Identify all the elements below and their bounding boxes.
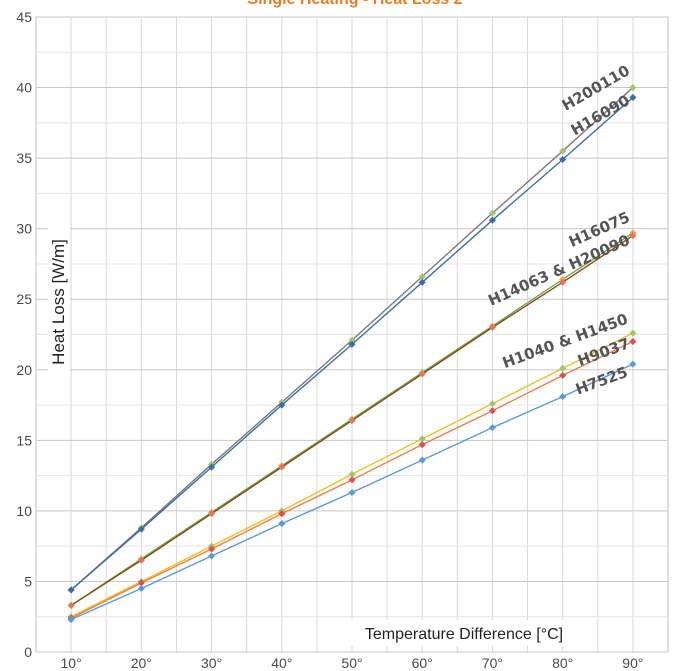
data-point: [559, 278, 567, 286]
data-point: [208, 510, 216, 518]
data-point: [208, 463, 216, 471]
x-tick-label: 10°: [61, 655, 82, 671]
y-tick-label: 30: [16, 221, 32, 237]
x-tick-label: 80°: [552, 655, 573, 671]
data-point: [488, 424, 496, 432]
data-point: [559, 371, 567, 379]
data-point: [629, 232, 637, 240]
y-tick-label: 0: [24, 644, 32, 660]
data-point: [418, 273, 426, 281]
y-tick-label: 20: [16, 362, 32, 378]
data-point: [488, 407, 496, 415]
x-axis-label: Temperature Difference [°C]: [365, 626, 563, 643]
data-point: [559, 155, 567, 164]
data-point: [278, 510, 286, 518]
y-tick-label: 40: [16, 80, 32, 96]
data-point: [488, 323, 496, 331]
x-tick-label: 50°: [341, 655, 362, 671]
data-point: [348, 417, 356, 425]
data-point: [629, 360, 637, 368]
data-point: [559, 147, 567, 155]
x-tick-label: 70°: [482, 655, 503, 671]
series-end-label: H14063 & H20090: [485, 231, 632, 310]
x-tick-label: 30°: [201, 655, 222, 671]
data-point: [137, 525, 145, 533]
data-point: [418, 441, 426, 449]
x-tick-label: 40°: [271, 655, 292, 671]
data-point: [278, 401, 286, 409]
data-point: [348, 340, 356, 348]
xlabel-background: [338, 620, 586, 646]
grid: [35, 16, 669, 653]
data-point: [559, 364, 567, 372]
data-point: [418, 456, 426, 464]
series-h7525: [67, 360, 637, 624]
x-tick-label: 90°: [622, 655, 643, 671]
data-point: [278, 463, 286, 471]
y-tick-label: 5: [24, 573, 32, 589]
y-tick-label: 10: [16, 503, 32, 519]
data-point: [137, 556, 145, 564]
x-axis-ticks: 10° 20° 30° 40° 50° 60° 70° 80° 90°: [61, 655, 644, 671]
data-point: [137, 579, 145, 587]
chart-title: Single Heating - Heat Loss 2: [247, 0, 462, 8]
data-point: [559, 393, 567, 401]
y-tick-label: 25: [16, 291, 32, 307]
data-point: [278, 520, 286, 528]
series-h16090: [67, 93, 637, 594]
y-axis-label: Heat Loss [W/m]: [49, 239, 68, 365]
data-point: [488, 400, 496, 408]
y-tick-label: 45: [16, 9, 32, 25]
data-point: [488, 216, 496, 224]
data-point: [67, 616, 75, 624]
y-tick-label: 35: [16, 150, 32, 166]
data-point: [67, 601, 75, 609]
series-group: [67, 84, 637, 624]
data-point: [629, 338, 637, 346]
data-point: [418, 278, 426, 286]
series-h14063-h20090: [67, 232, 637, 609]
data-point: [629, 93, 637, 101]
ylabel-background: [48, 222, 70, 382]
x-tick-label: 60°: [412, 655, 433, 671]
data-point: [208, 552, 216, 560]
data-point: [348, 489, 356, 497]
data-point: [137, 584, 145, 593]
data-point: [348, 476, 356, 484]
data-point: [629, 329, 637, 337]
data-point: [629, 84, 637, 92]
data-point: [418, 435, 426, 443]
data-point: [488, 209, 496, 217]
y-axis-ticks: 0 5 10 15 20 25 30 35 40 45: [16, 9, 32, 660]
data-point: [348, 470, 356, 478]
data-point: [418, 370, 426, 378]
y-tick-label: 15: [16, 432, 32, 448]
data-point: [208, 545, 216, 553]
data-point: [67, 586, 75, 594]
x-tick-label: 20°: [131, 655, 152, 671]
